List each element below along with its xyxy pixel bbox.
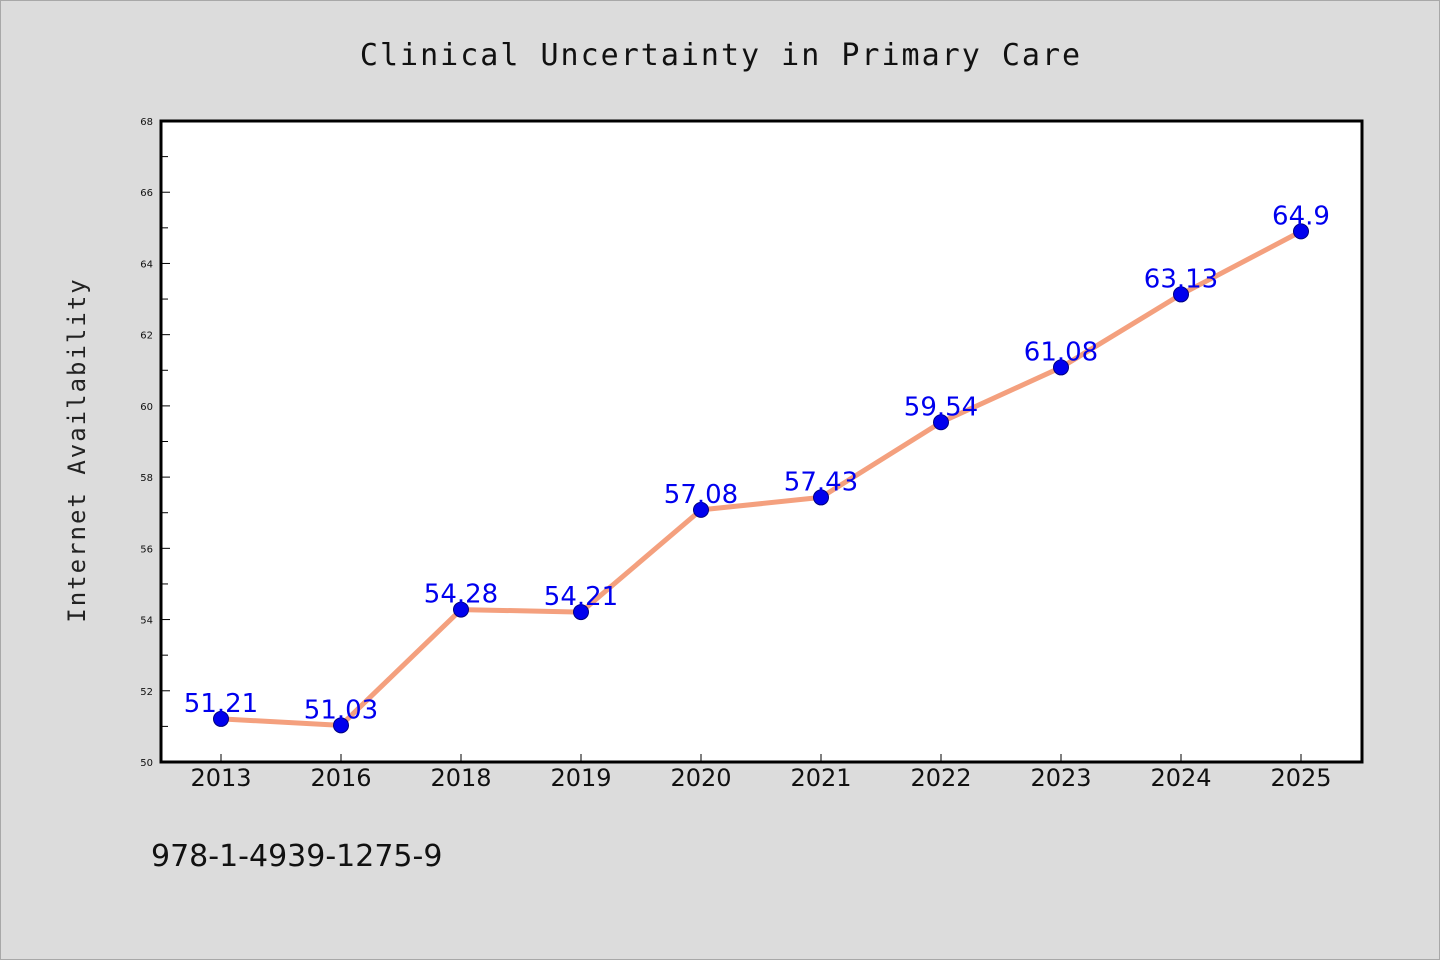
x-tick-label: 2013 [190, 764, 251, 792]
data-label: 59.54 [904, 392, 978, 422]
y-axis-label: Internet Availability [63, 277, 91, 622]
y-tick-label: 62 [140, 331, 153, 342]
y-tick-label: 64 [140, 259, 153, 270]
data-point [1053, 359, 1069, 376]
y-tick-label: 54 [140, 616, 153, 627]
x-axis: 2013 2016 2018 2019 2020 2021 2022 2023 2024 2025 [190, 754, 1332, 792]
plot-area [159, 119, 1364, 764]
y-tick-label: 52 [140, 687, 153, 698]
data-point [453, 601, 469, 618]
x-tick-label: 2016 [310, 764, 371, 792]
chart-title: Clinical Uncertainty in Primary Care [360, 38, 1082, 73]
y-tick-label: 56 [140, 544, 153, 555]
data-label: 63.13 [1144, 264, 1218, 294]
data-point [213, 710, 229, 727]
data-label: 64.9 [1272, 201, 1330, 231]
series-line-group [218, 228, 1304, 728]
data-label: 54.21 [544, 582, 618, 612]
x-tick-label: 2023 [1030, 764, 1091, 792]
data-point [813, 489, 829, 506]
x-tick-label: 2024 [1150, 764, 1211, 792]
data-label: 61.08 [1024, 337, 1098, 367]
data-point [573, 604, 589, 621]
x-tick-label: 2019 [550, 764, 611, 792]
data-point [693, 501, 709, 518]
y-tick-label: 50 [140, 758, 153, 769]
y-tick-label: 60 [140, 402, 153, 413]
series-markers-group [213, 223, 1309, 734]
x-tick-label: 2022 [910, 764, 971, 792]
series-line [218, 228, 1304, 728]
y-tick-label: 68 [140, 117, 153, 128]
x-tick-label: 2020 [670, 764, 731, 792]
y-tick-label: 66 [140, 188, 153, 199]
x-tick-label: 2018 [430, 764, 491, 792]
isbn-text: 978-1-4939-1275-9 [151, 839, 442, 874]
data-label: 57.08 [664, 480, 738, 510]
y-tick-label: 58 [140, 473, 153, 484]
data-label: 54.28 [424, 580, 498, 610]
data-labels-group: 51.21 51.03 54.28 54.21 57.08 57.43 59.54 61.08… [184, 201, 1330, 725]
data-point [333, 717, 349, 734]
y-axis: 50 52 54 56 58 60 62 64 66 68 [140, 117, 170, 769]
data-label: 51.21 [184, 689, 258, 719]
data-label: 51.03 [304, 695, 378, 725]
data-point [933, 414, 949, 431]
x-tick-label: 2021 [790, 764, 851, 792]
data-point [1173, 286, 1189, 303]
data-label: 57.43 [784, 467, 858, 497]
x-tick-label: 2025 [1270, 764, 1331, 792]
data-point [1293, 223, 1309, 240]
